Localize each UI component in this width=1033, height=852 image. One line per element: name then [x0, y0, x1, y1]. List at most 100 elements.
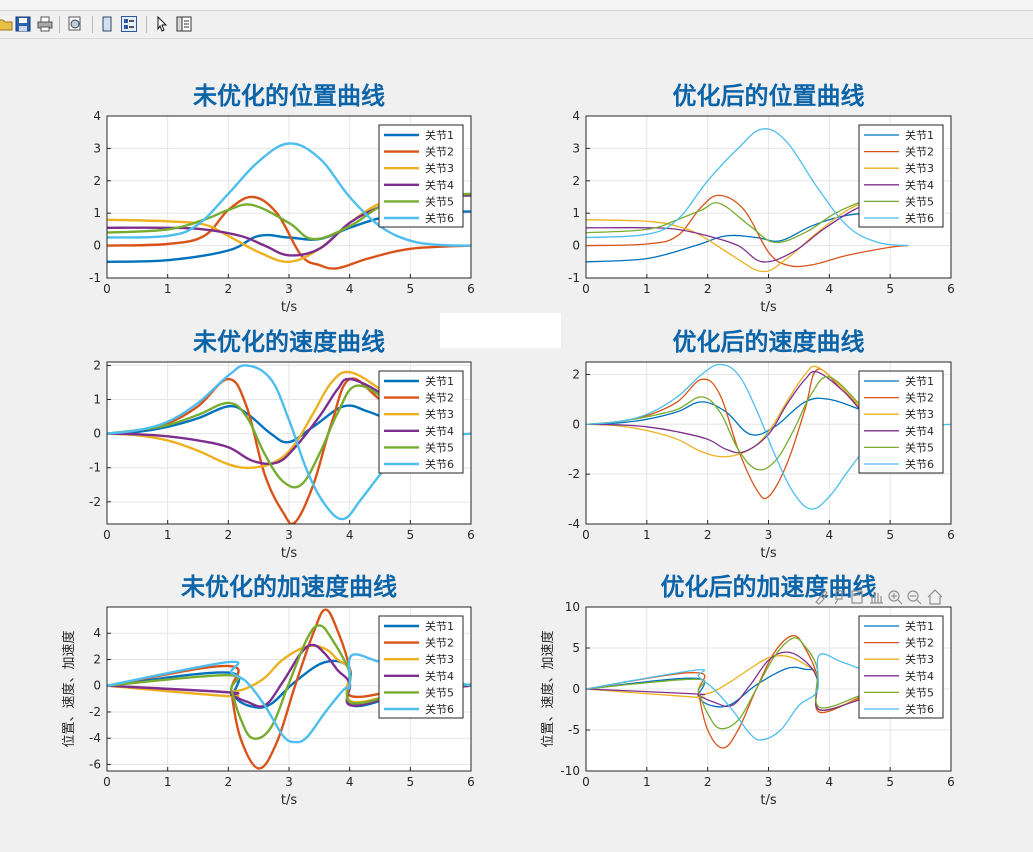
- legend[interactable]: 关节1 关节2 关节3 关节4 关节5 关节6: [858, 370, 944, 474]
- subplot-5[interactable]: 0 1 2 3 4 5 6 -6 -4 -2 0 2 4 未优化的加速度曲线 t/s 位置、速度、加速度 关节1…: [61, 573, 475, 808]
- x-tick-label: 6: [467, 775, 475, 789]
- y-tick-label: -2: [568, 467, 580, 481]
- print-preview-icon[interactable]: [66, 15, 84, 33]
- legend[interactable]: 关节1 关节2 关节3 关节4 关节5 关节6: [378, 615, 464, 719]
- y-tick-label: -2: [89, 495, 101, 509]
- y-tick-label: 2: [93, 652, 101, 666]
- legend-entry: 关节1: [905, 374, 934, 388]
- zoom-out-icon[interactable]: [907, 590, 922, 605]
- x-axis-label: t/s: [281, 793, 297, 808]
- toolbar-separator: [92, 16, 93, 33]
- save-axes-icon[interactable]: [851, 590, 863, 604]
- chart-title: 优化后的位置曲线: [673, 82, 865, 110]
- axes-frame: [106, 361, 472, 525]
- subplot-1[interactable]: 0 1 2 3 4 5 6-101234未优化的位置曲线t/s关节1关节2关节3关节4关节5…: [89, 82, 475, 315]
- x-tick-label: 1: [643, 282, 651, 296]
- y-axis-label: 位置、速度、加速度: [61, 630, 77, 747]
- data-tip-icon[interactable]: [834, 590, 843, 605]
- x-tick-label: 1: [643, 528, 651, 542]
- y-tick-label: 2: [93, 358, 101, 372]
- axes-frame: [106, 115, 472, 279]
- legend-entry: 关节2: [905, 145, 934, 159]
- legend-entry: 关节2: [425, 636, 454, 650]
- y-tick-label: 0: [93, 239, 101, 253]
- legend[interactable]: 关节1 关节2 关节3 关节4 关节5 关节6: [858, 615, 944, 719]
- legend-entry: 关节3: [425, 407, 454, 421]
- legend[interactable]: 关节1 关节2 关节3 关节4 关节5 关节6: [378, 370, 464, 474]
- legend-entry: 关节2: [425, 145, 454, 159]
- y-tick-label: -2: [89, 705, 101, 719]
- legend-entry: 关节6: [905, 702, 934, 716]
- chart-title: 未优化的位置曲线: [193, 82, 385, 110]
- legend-entry: 关节3: [905, 161, 934, 175]
- legend-entry: 关节2: [905, 391, 934, 405]
- legend-entry: 关节2: [905, 636, 934, 650]
- y-axis-label: 位置、速度、加速度: [540, 630, 556, 747]
- legend-entry: 关节1: [905, 128, 934, 142]
- series-line-4: [107, 643, 471, 708]
- y-tick-label: 4: [93, 109, 101, 123]
- legend-entry: 关节6: [905, 211, 934, 225]
- x-tick-label: 0: [103, 775, 111, 789]
- x-tick-label: 4: [826, 528, 834, 542]
- series-line-6: [107, 142, 471, 247]
- y-tick-label: 1: [572, 206, 580, 220]
- menu-bar: [0, 0, 1033, 11]
- y-tick-label: 10: [565, 600, 580, 614]
- legend-entry: 关节1: [905, 619, 934, 633]
- brush-icon[interactable]: [815, 590, 828, 605]
- series-line-2: [107, 377, 411, 524]
- legend-entry: 关节5: [905, 194, 934, 208]
- pointer-icon[interactable]: [153, 15, 171, 33]
- y-tick-label: 0: [572, 239, 580, 253]
- legend-entry: 关节5: [425, 194, 454, 208]
- toolbar-separator: [59, 16, 60, 33]
- legend-entry: 关节6: [425, 702, 454, 716]
- legend-entry: 关节6: [425, 457, 454, 471]
- series-line-3: [586, 196, 891, 273]
- save-icon[interactable]: [14, 15, 32, 33]
- series-line-6: [586, 128, 909, 247]
- y-tick-label: -10: [560, 764, 580, 778]
- legend-entry: 关节4: [425, 669, 454, 683]
- axes-frame: [585, 606, 952, 772]
- series-line-5: [586, 194, 891, 244]
- legend-entry: 关节3: [425, 652, 454, 666]
- subplot-4[interactable]: 0 1 2 3 4 5 6-4-202优化后的速度曲线t/s关节1关节2关节3关节4关节5关…: [568, 328, 955, 561]
- x-tick-label: 2: [225, 528, 233, 542]
- home-icon[interactable]: [927, 589, 943, 605]
- legend[interactable]: 关节1 关节2 关节3 关节4 关节5 关节6: [378, 124, 464, 228]
- x-tick-label: 3: [765, 282, 773, 296]
- legend-entry: 关节4: [905, 178, 934, 192]
- x-tick-label: 1: [164, 282, 172, 296]
- plot-browser-icon[interactable]: [175, 15, 193, 33]
- legend-entry: 关节3: [905, 407, 934, 421]
- subplot-2[interactable]: 0 1 2 3 4 5 6-101234优化后的位置曲线t/s关节1关节2关节3关节4关节5…: [568, 82, 955, 315]
- figure-toolbar: [0, 11, 1033, 39]
- y-tick-label: 0: [572, 682, 580, 696]
- subplot-3[interactable]: 0 1 2 3 4 5 6 -2 -1 0 1 2 未优化的速度曲线 t/s 关节1 关节2 关节3 关节4 关节5…: [89, 328, 475, 561]
- zoom-in-icon[interactable]: [888, 590, 903, 605]
- x-tick-label: 1: [164, 528, 172, 542]
- subplots-figure: 0 1 2 3 4 5 6-101234未优化的位置曲线t/s关节1关节2关节3关节4关节5…: [61, 82, 955, 808]
- legend-entry: 关节5: [425, 685, 454, 699]
- x-axis-label: t/s: [281, 300, 297, 315]
- subplot-6[interactable]: 0 1 2 3 4 5 6 -10 -5 0 5 10 优化后的加速度曲线 t/s 位置、速度、加速度 关节1…: [540, 573, 955, 808]
- print-icon[interactable]: [36, 15, 54, 33]
- series-line-5: [586, 376, 861, 471]
- y-tick-label: 4: [572, 109, 580, 123]
- legend-entry: 关节5: [905, 685, 934, 699]
- blank-overlay: [440, 313, 561, 348]
- pan-icon[interactable]: [870, 592, 883, 604]
- x-tick-label: 0: [582, 775, 590, 789]
- x-tick-label: 0: [582, 528, 590, 542]
- y-tick-label: -1: [89, 271, 101, 285]
- x-tick-label: 6: [947, 528, 955, 542]
- legend[interactable]: 关节1 关节2 关节3 关节4 关节5 关节6: [858, 124, 944, 228]
- y-tick-label: 0: [93, 427, 101, 441]
- x-tick-label: 3: [285, 528, 293, 542]
- figure-window-icon[interactable]: [98, 15, 116, 33]
- folder-icon[interactable]: [0, 15, 14, 33]
- property-editor-icon[interactable]: [120, 15, 138, 33]
- legend-entry: 关节6: [905, 457, 934, 471]
